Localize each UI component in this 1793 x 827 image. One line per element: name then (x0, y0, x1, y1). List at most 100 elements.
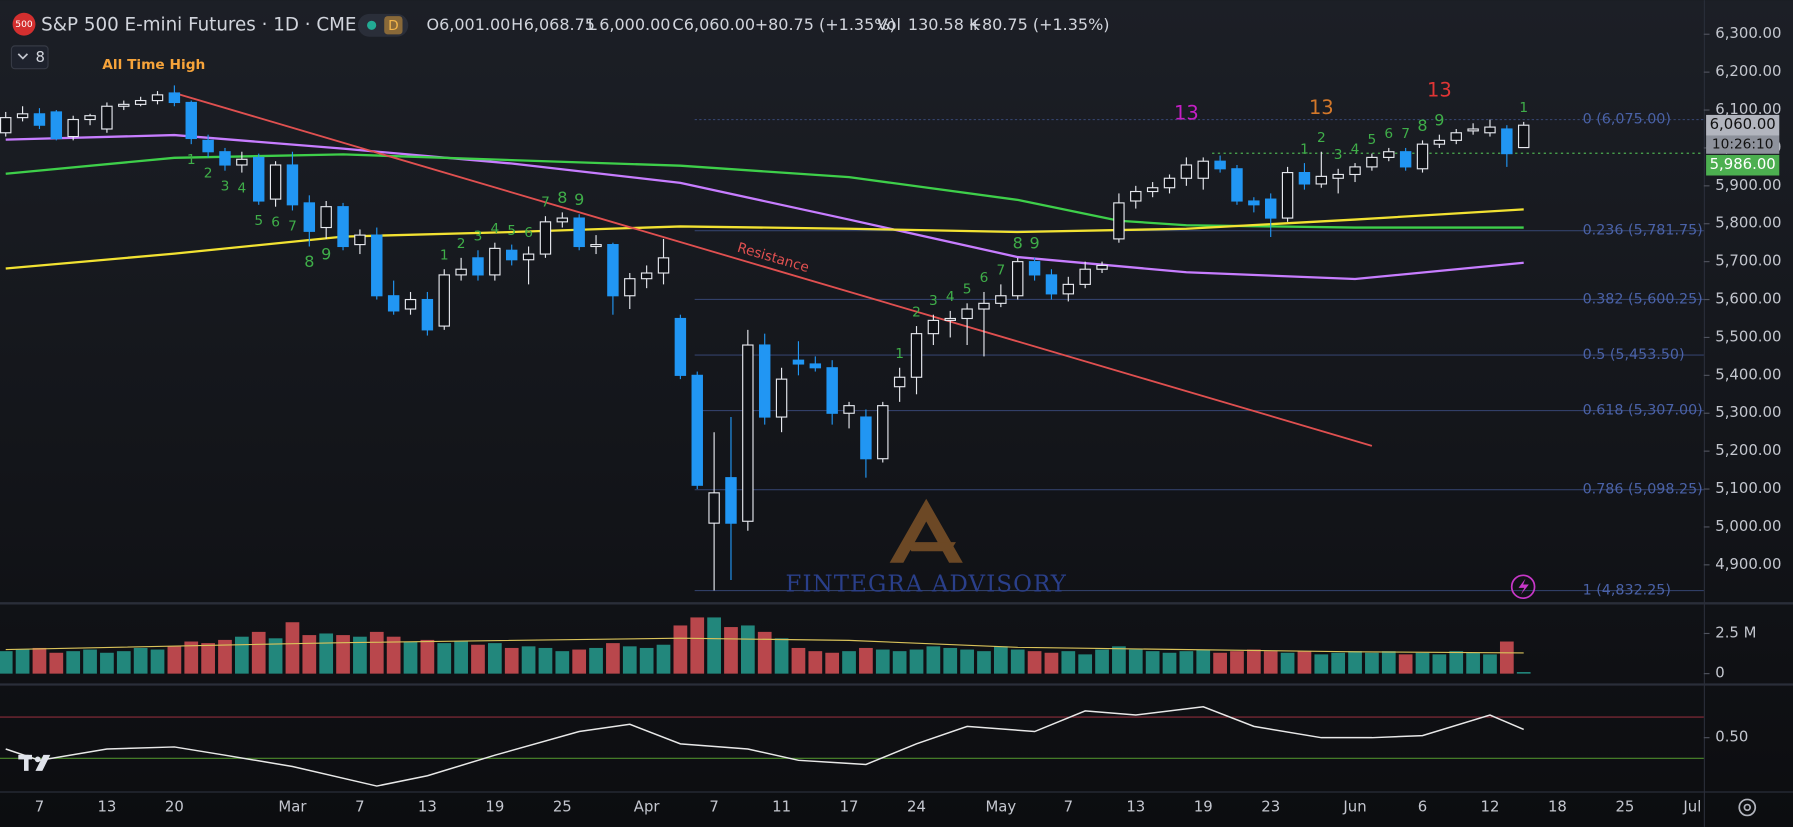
volume-bar (336, 635, 350, 674)
candle-body (472, 257, 484, 276)
x-tick-label: May (985, 797, 1016, 815)
volume-bar (1381, 651, 1396, 674)
candle-body (1332, 173, 1344, 179)
volume-bar (1213, 652, 1227, 674)
candle-body (1146, 187, 1159, 193)
candle-body (1517, 124, 1530, 149)
x-tick-label: 13 (1126, 797, 1145, 815)
candle-body (1264, 198, 1277, 219)
candle-body (1248, 200, 1260, 206)
fib-label: 0.5 (5,453.50) (1583, 347, 1685, 363)
volume-bar (1162, 652, 1177, 674)
symbol-title[interactable]: S&P 500 E-mini Futures · 1D · CME (41, 14, 356, 35)
td-count: 2 (204, 165, 213, 181)
volume-bar (622, 646, 637, 674)
td-count: 7 (541, 194, 550, 210)
volume-bar (420, 639, 435, 674)
volume-bar (285, 622, 300, 674)
x-tick-label: 13 (418, 797, 437, 815)
td-count: 2 (1317, 130, 1326, 146)
volume-bar (538, 647, 553, 674)
candle-body (219, 151, 231, 166)
candle-body (927, 319, 940, 335)
volume-bar (673, 625, 688, 674)
volume-bar (1263, 651, 1278, 674)
candle-body (522, 253, 535, 261)
x-tick-label: 17 (840, 797, 859, 815)
volume-value: 130.58 K (908, 15, 980, 34)
volume-bar (302, 635, 317, 674)
volume-bar (1415, 652, 1430, 674)
td-count: 8 (1013, 234, 1023, 253)
candle-body (1180, 164, 1193, 179)
candle-body (202, 139, 214, 153)
volume-bar (1499, 641, 1514, 674)
countdown-label: 10:26:10 (1712, 137, 1774, 153)
change: +80.75 (+1.35%) (755, 15, 896, 34)
candle-body (0, 117, 12, 134)
candle-body (573, 217, 585, 248)
candle-body (168, 92, 181, 104)
volume-bar (690, 617, 705, 674)
y-tick-label: 5,000.00 (1715, 517, 1781, 535)
td-count: 8 (1417, 116, 1427, 135)
volume-bar (116, 651, 131, 674)
candle-body (101, 105, 113, 130)
volume-bar (740, 625, 755, 674)
fib-label: 1 (4,832.25) (1583, 583, 1671, 599)
x-tick-label: Mar (278, 797, 307, 815)
symbol-badge[interactable] (12, 12, 36, 36)
alert-icon[interactable] (1510, 574, 1536, 600)
td-count: 1 (440, 247, 449, 263)
candle-body (539, 221, 552, 255)
volume-bar (504, 647, 519, 674)
td-count: 5 (254, 213, 263, 229)
candle-body (691, 374, 703, 486)
settings-icon[interactable] (1738, 798, 1757, 817)
fib-label: 0.786 (5,098.25) (1583, 482, 1703, 498)
volume-bar (993, 646, 1008, 674)
volume-bar (1280, 652, 1295, 674)
status-dot (367, 20, 377, 30)
candle-body (607, 244, 619, 297)
volume-bar (892, 651, 907, 674)
candle-body (877, 405, 889, 460)
tradingview-logo[interactable] (18, 754, 51, 771)
volume-change: +80.75 (+1.35%) (969, 15, 1110, 34)
candle-body (371, 234, 383, 297)
td-count: 9 (1434, 110, 1444, 129)
candle-body (860, 416, 872, 460)
y-tick-label: 6,300.00 (1715, 24, 1781, 42)
ohlc-key: C (672, 15, 683, 34)
volume-bar (1365, 652, 1379, 674)
candle-body (1011, 261, 1024, 297)
candle-body (1450, 132, 1462, 141)
td-count: 8 (304, 252, 314, 271)
candle-body (33, 113, 46, 126)
volume-bar (521, 646, 536, 674)
x-tick-label: 23 (1261, 797, 1280, 815)
candle-body (1062, 283, 1075, 295)
candle-body (1197, 160, 1209, 179)
volume-bar (471, 644, 485, 674)
x-tick-label: 7 (1064, 797, 1073, 815)
lightning-icon (1518, 578, 1529, 595)
volume-bar (403, 641, 418, 674)
candle-body (303, 202, 316, 232)
last-price-tag (1706, 114, 1780, 136)
volume-bar (1044, 652, 1059, 674)
volume-bar (757, 631, 772, 674)
candle-body (489, 247, 501, 276)
indicators-toggle[interactable] (10, 45, 49, 70)
td-count: 5 (507, 223, 516, 239)
candle-body (1028, 261, 1041, 276)
candle-body (84, 115, 96, 121)
candle-body (893, 376, 906, 388)
bid-label: 5,986.00 (1710, 155, 1776, 173)
volume-bar (1112, 646, 1126, 674)
candle-body (674, 317, 687, 376)
candle-body (1231, 168, 1243, 202)
td-count: 9 (321, 244, 331, 263)
volume-bar (1010, 649, 1025, 674)
